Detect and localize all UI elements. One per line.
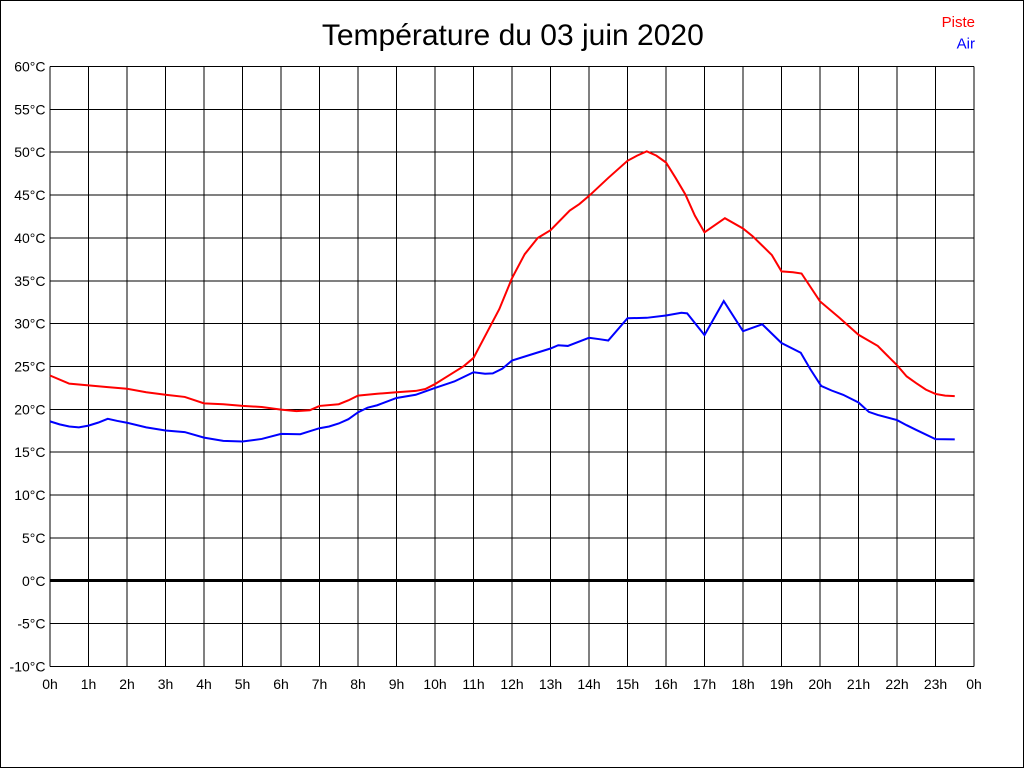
svg-text:21h: 21h: [847, 676, 870, 692]
svg-text:30°C: 30°C: [14, 316, 45, 332]
svg-text:10h: 10h: [423, 676, 446, 692]
svg-text:0h: 0h: [966, 676, 982, 692]
svg-text:17h: 17h: [693, 676, 716, 692]
svg-text:60°C: 60°C: [14, 59, 45, 75]
svg-text:11h: 11h: [462, 676, 484, 692]
svg-text:4h: 4h: [196, 676, 212, 692]
svg-text:1h: 1h: [81, 676, 97, 692]
svg-text:5h: 5h: [235, 676, 251, 692]
svg-text:5°C: 5°C: [22, 530, 46, 546]
svg-text:18h: 18h: [731, 676, 754, 692]
svg-text:14h: 14h: [577, 676, 600, 692]
svg-text:-5°C: -5°C: [17, 616, 45, 632]
svg-text:0°C: 0°C: [22, 573, 46, 589]
svg-text:-10°C: -10°C: [10, 659, 46, 675]
svg-text:25°C: 25°C: [14, 359, 45, 375]
svg-text:7h: 7h: [312, 676, 328, 692]
svg-text:55°C: 55°C: [14, 101, 45, 117]
svg-text:35°C: 35°C: [14, 273, 45, 289]
svg-text:2h: 2h: [119, 676, 135, 692]
svg-text:13h: 13h: [539, 676, 562, 692]
svg-text:8h: 8h: [350, 676, 366, 692]
svg-text:9h: 9h: [389, 676, 405, 692]
svg-text:Air: Air: [957, 36, 975, 53]
svg-text:40°C: 40°C: [14, 230, 45, 246]
svg-text:Piste: Piste: [942, 14, 975, 31]
svg-text:45°C: 45°C: [14, 187, 45, 203]
svg-text:15h: 15h: [616, 676, 639, 692]
svg-text:23h: 23h: [924, 676, 947, 692]
svg-text:50°C: 50°C: [14, 144, 45, 160]
svg-text:0h: 0h: [42, 676, 58, 692]
svg-text:12h: 12h: [500, 676, 523, 692]
svg-text:20h: 20h: [808, 676, 831, 692]
svg-text:19h: 19h: [770, 676, 793, 692]
svg-text:3h: 3h: [158, 676, 174, 692]
svg-text:6h: 6h: [273, 676, 289, 692]
svg-text:15°C: 15°C: [14, 444, 45, 460]
svg-text:Température du 03 juin 2020: Température du 03 juin 2020: [322, 19, 704, 52]
svg-text:10°C: 10°C: [14, 487, 45, 503]
svg-text:20°C: 20°C: [14, 401, 45, 417]
svg-text:16h: 16h: [654, 676, 677, 692]
svg-text:22h: 22h: [885, 676, 908, 692]
